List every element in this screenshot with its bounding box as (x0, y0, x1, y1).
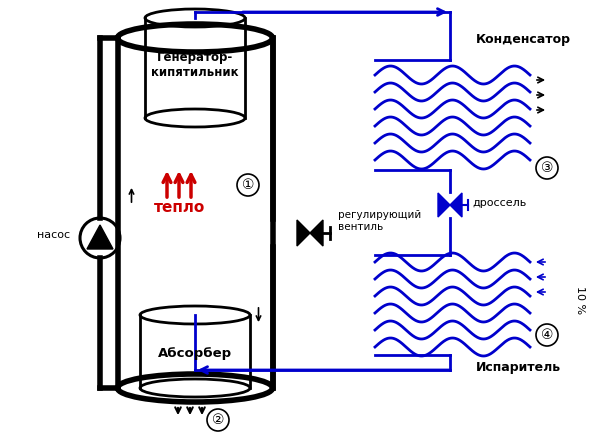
Text: Испаритель: Испаритель (476, 362, 561, 374)
Polygon shape (450, 193, 462, 217)
Text: Абсорбер: Абсорбер (158, 347, 232, 359)
Text: Конденсатор: Конденсатор (476, 34, 571, 46)
Polygon shape (297, 220, 310, 246)
Text: Генератор-
кипятильник: Генератор- кипятильник (151, 50, 239, 80)
Polygon shape (87, 225, 113, 249)
Text: регулирующий
вентиль: регулирующий вентиль (338, 210, 421, 232)
Text: дроссель: дроссель (472, 198, 526, 208)
Polygon shape (438, 193, 450, 217)
Text: ③: ③ (541, 161, 553, 175)
Text: насос: насос (37, 230, 70, 240)
Text: ①: ① (242, 178, 254, 192)
Polygon shape (310, 220, 323, 246)
Text: тепло: тепло (154, 201, 206, 216)
Text: ④: ④ (541, 328, 553, 342)
Text: 10 %: 10 % (575, 286, 585, 314)
Text: ②: ② (212, 413, 224, 427)
